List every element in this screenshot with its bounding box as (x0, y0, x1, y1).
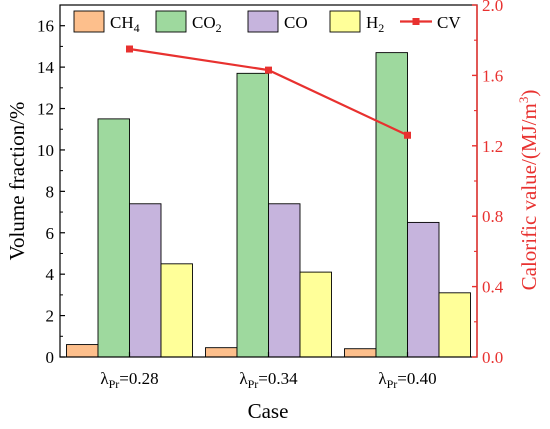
bar-h2-1 (160, 263, 193, 358)
legend-label-cv: CV (437, 13, 461, 32)
right-axis-ticks: 0.0 0.4 0.8 1.2 1.6 2.0 (472, 0, 504, 367)
bar-co2-2 (236, 72, 269, 358)
bars-layer (66, 52, 471, 358)
y2-tick-label: 2.0 (482, 0, 503, 15)
bar-h2-2 (299, 271, 332, 358)
legend-marker-cv (412, 18, 420, 25)
y2-tick-label: 1.2 (482, 137, 503, 156)
y-tick-label: 16 (37, 17, 54, 36)
y2-axis-title: Calorific value/(MJ/m3) (516, 90, 541, 291)
x-tick-label: λPr=0.28 (100, 369, 158, 391)
bar-h2-3 (438, 292, 471, 358)
legend-swatch-ch4 (73, 10, 105, 33)
x-axis-title: Case (248, 399, 289, 423)
cv-marker-3 (404, 131, 411, 139)
bar-co2-1 (97, 118, 130, 358)
legend-label-h2: H2 (366, 13, 384, 35)
legend-swatch-co2 (155, 10, 187, 33)
x-tick-label: λPr=0.34 (239, 369, 298, 391)
legend-label-ch4: CH4 (110, 13, 140, 35)
y2-tick-label: 0.0 (482, 348, 503, 367)
y-tick-label: 14 (37, 58, 55, 77)
y-tick-label: 12 (37, 100, 54, 119)
bar-ch4-1 (66, 344, 99, 358)
y2-tick-label: 1.6 (482, 66, 503, 85)
y2-tick-label: 0.4 (482, 278, 504, 297)
legend-label-co2: CO2 (192, 13, 222, 35)
y2-tick-label: 0.8 (482, 207, 503, 226)
bar-ch4-3 (344, 348, 377, 358)
y-axis-title: Volume fraction/% (5, 102, 29, 261)
legend-swatch-co (247, 10, 279, 33)
bar-ch4-2 (205, 347, 238, 358)
bar-co-1 (129, 203, 162, 358)
y-tick-label: 6 (46, 224, 55, 243)
bar-co-2 (268, 203, 301, 358)
y-tick-label: 10 (37, 141, 54, 160)
y-tick-label: 4 (46, 265, 55, 284)
x-tick-label: λPr=0.40 (378, 369, 436, 391)
left-axis-ticks: 0 2 4 6 8 10 12 14 16 (37, 17, 65, 367)
legend-swatch-h2 (329, 10, 361, 33)
bar-co2-3 (375, 52, 408, 358)
y-tick-label: 2 (46, 307, 55, 326)
cv-marker-1 (126, 45, 133, 53)
bar-co-3 (407, 221, 440, 358)
cv-line-layer (126, 45, 411, 139)
y-tick-label: 0 (46, 348, 55, 367)
y-tick-label: 8 (46, 182, 55, 201)
legend: CH4 CO2 CO H2 CV (73, 10, 461, 35)
cv-marker-2 (265, 66, 272, 74)
x-axis-ticks: λPr=0.28 λPr=0.34 λPr=0.40 (100, 352, 437, 391)
legend-label-co: CO (284, 13, 308, 32)
